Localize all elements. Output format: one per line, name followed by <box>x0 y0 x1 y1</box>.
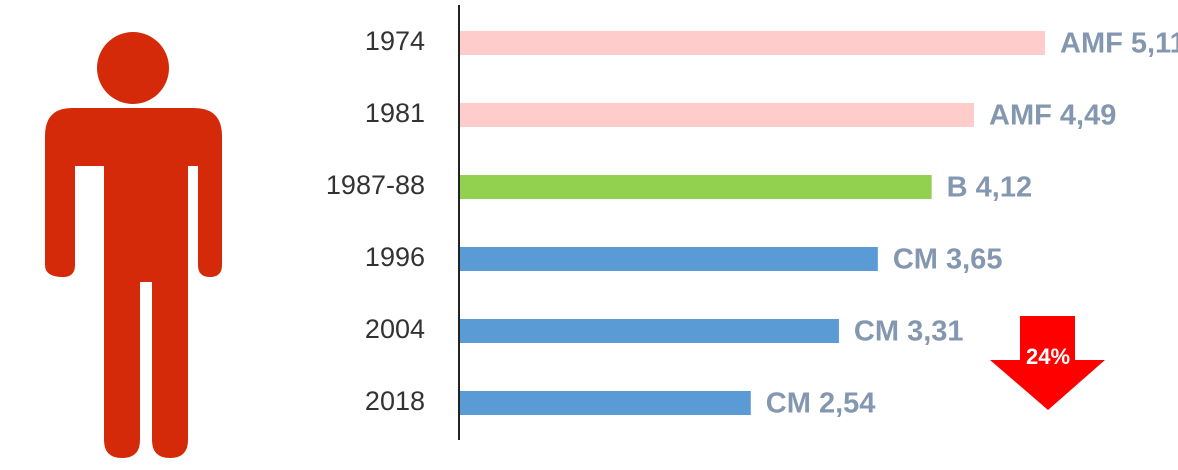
bar <box>460 247 878 271</box>
value-label: AMF 5,11 <box>1060 28 1178 60</box>
value-label: CM 2,54 <box>766 388 876 420</box>
bar <box>460 391 751 415</box>
bar <box>460 319 839 343</box>
bar <box>460 103 975 127</box>
category-label: 1996 <box>365 242 425 272</box>
bar <box>460 175 932 199</box>
category-label: 1987-88 <box>326 170 425 200</box>
category-label: 1981 <box>365 98 425 128</box>
value-label: CM 3,65 <box>893 244 1003 276</box>
bar <box>460 31 1045 55</box>
value-label: AMF 4,49 <box>989 100 1116 132</box>
category-label: 2004 <box>365 314 425 344</box>
person-icon <box>45 32 222 458</box>
category-label: 2018 <box>365 386 425 416</box>
value-label: CM 3,31 <box>854 316 964 348</box>
down-arrow: 24% <box>990 316 1105 410</box>
category-label: 1974 <box>365 26 425 56</box>
annotation: 24% <box>1026 344 1070 369</box>
value-label: B 4,12 <box>947 172 1032 204</box>
